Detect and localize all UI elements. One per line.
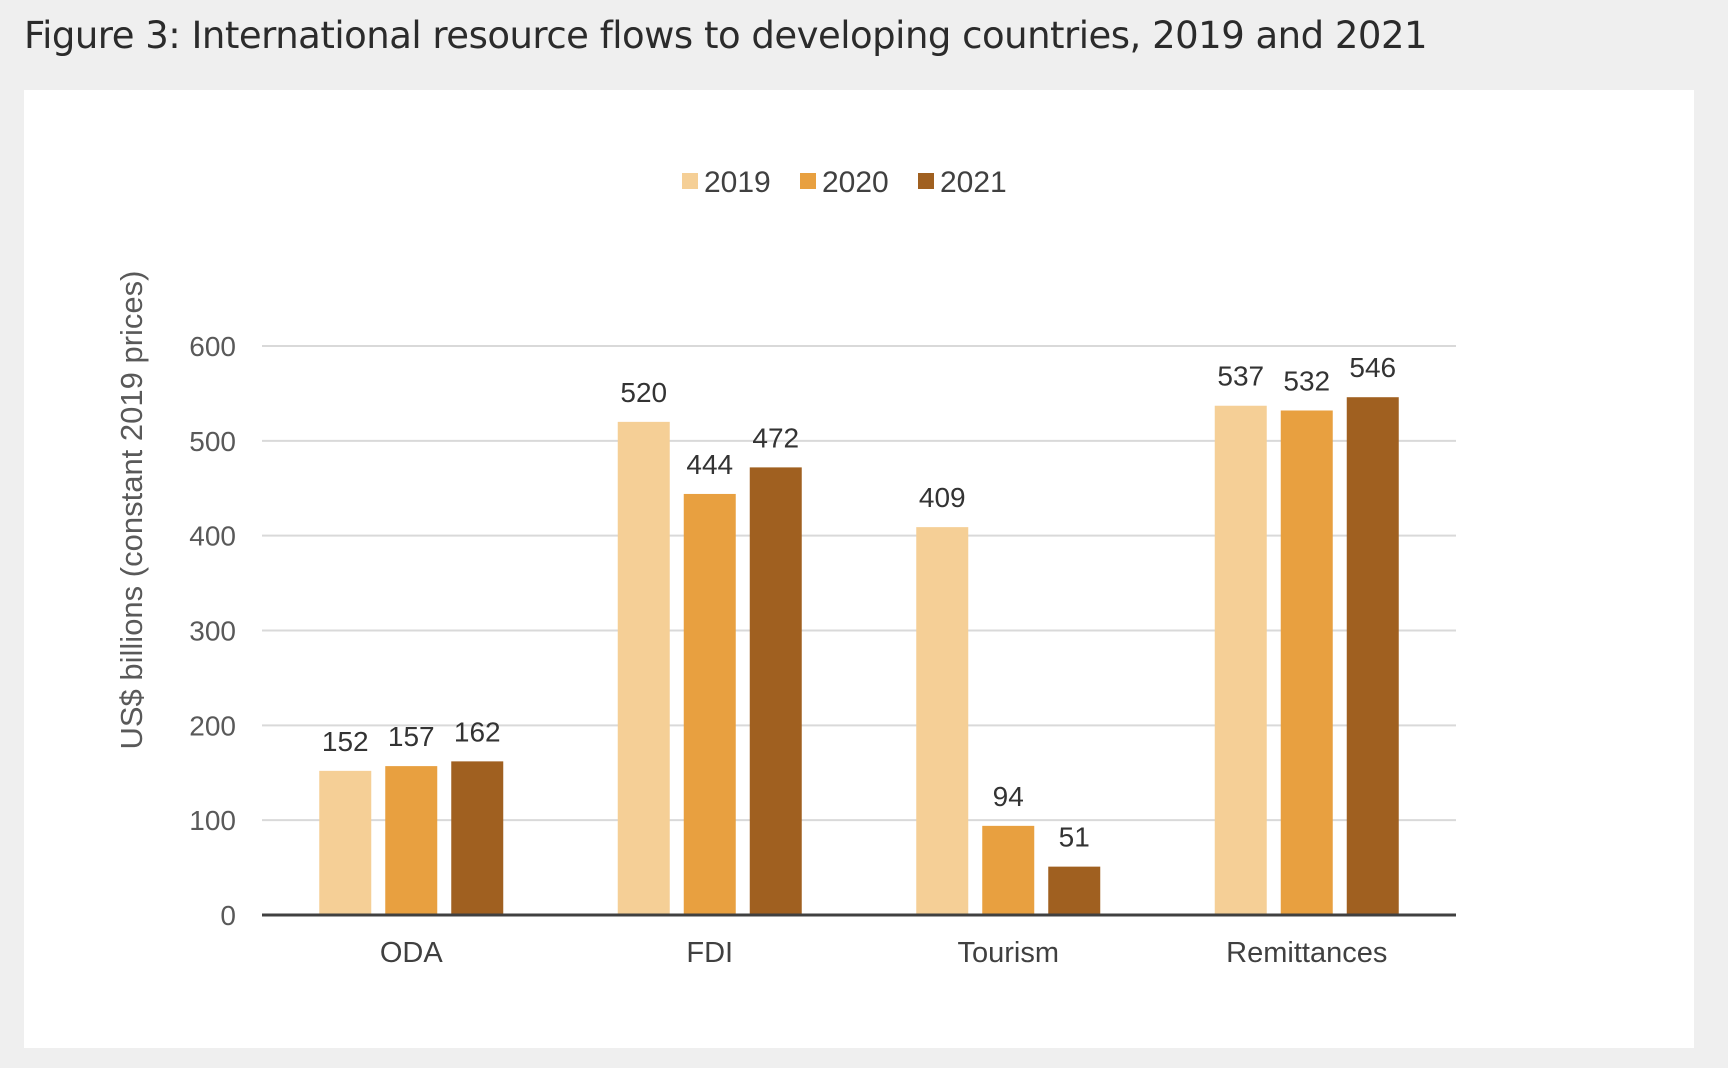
data-label: 546: [1349, 352, 1396, 383]
data-label: 51: [1059, 822, 1090, 853]
figure-title: Figure 3: International resource flows t…: [24, 14, 1428, 57]
bar: [385, 766, 438, 915]
legend-label: 2021: [940, 166, 1007, 199]
y-axis-title: US$ billions (constant 2019 prices): [114, 270, 149, 749]
bar: [451, 761, 504, 915]
x-tick-label: Tourism: [957, 937, 1059, 969]
y-tick-label: 500: [189, 426, 236, 457]
bar: [319, 770, 372, 915]
bar: [1280, 410, 1333, 915]
data-label: 520: [620, 377, 667, 408]
legend-swatch: [800, 173, 816, 189]
legend-label: 2019: [704, 166, 771, 199]
bar: [1214, 405, 1267, 915]
bar: [683, 493, 736, 915]
data-label: 532: [1283, 365, 1330, 396]
data-label: 152: [322, 726, 369, 757]
data-label: 162: [454, 716, 501, 747]
chart-panel: 0 100 200 300 400 500 600 152 157 162 ODA 520 444 472…: [24, 90, 1694, 1048]
x-tick-label: Remittances: [1226, 937, 1387, 969]
y-tick-label: 600: [189, 331, 236, 362]
bar: [617, 421, 670, 915]
bar-chart: 0 100 200 300 400 500 600 152 157 162 ODA 520 444 472…: [114, 166, 1456, 969]
bar: [982, 825, 1035, 915]
legend-label: 2020: [822, 166, 889, 199]
data-label: 94: [993, 781, 1024, 812]
data-label: 537: [1217, 361, 1264, 392]
y-tick-label: 300: [189, 616, 236, 647]
x-tick-label: FDI: [686, 937, 733, 969]
data-label: 157: [388, 721, 435, 752]
bar: [1048, 866, 1101, 915]
y-tick-label: 400: [189, 521, 236, 552]
y-tick-label: 0: [220, 900, 236, 931]
bar: [749, 467, 802, 915]
y-tick-label: 200: [189, 710, 236, 741]
x-tick-label: ODA: [380, 937, 444, 969]
legend-swatch: [682, 173, 698, 189]
data-label: 444: [686, 449, 733, 480]
data-label: 472: [752, 422, 799, 453]
bar: [1346, 397, 1399, 916]
y-tick-label: 100: [189, 805, 236, 836]
data-label: 409: [919, 482, 966, 513]
bar: [916, 527, 969, 915]
legend-swatch: [918, 173, 934, 189]
